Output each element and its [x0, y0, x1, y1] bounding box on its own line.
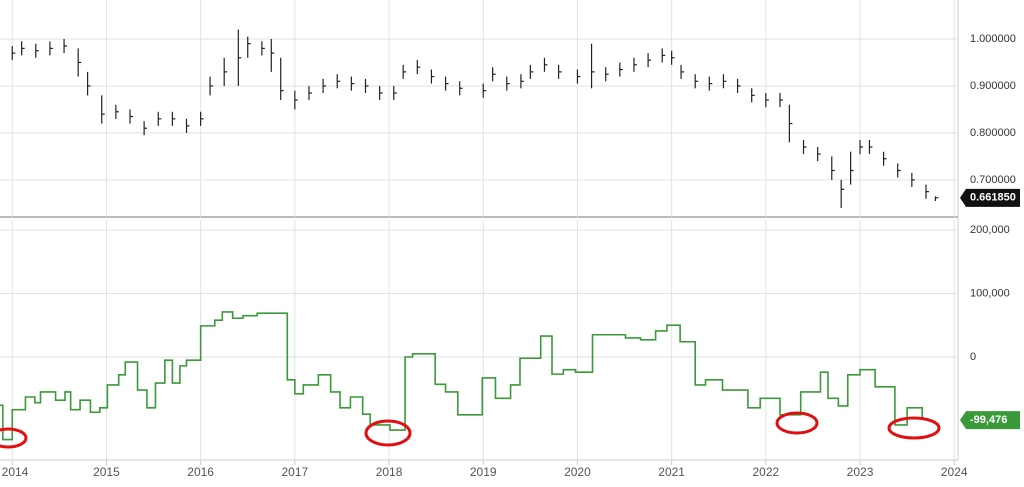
x-tick-label: 2017	[281, 465, 308, 479]
x-tick-label: 2020	[564, 465, 591, 479]
x-tick-label: 2024	[941, 465, 968, 479]
y-tick-label: 0.800000	[970, 127, 1016, 139]
x-tick-label: 2018	[376, 465, 403, 479]
highlight-circle	[0, 427, 28, 449]
highlight-circle	[364, 419, 412, 447]
y-tick-label: 0.700000	[970, 174, 1016, 186]
y-tick-label: 200,000	[970, 224, 1010, 236]
x-tick-label: 2023	[847, 465, 874, 479]
value-label: -99,476	[970, 414, 1007, 426]
annotations	[0, 411, 941, 449]
y-tick-label: 0	[970, 351, 976, 363]
value-badge	[960, 411, 1020, 430]
x-tick-label: 2016	[187, 465, 214, 479]
highlight-circle	[775, 411, 819, 435]
value-badge	[960, 188, 1020, 207]
x-tick-label: 2019	[470, 465, 497, 479]
x-tick-label: 2022	[752, 465, 779, 479]
value-label: 0.661850	[970, 192, 1016, 204]
y-tick-label: 1.000000	[970, 33, 1016, 45]
y-tick-label: 100,000	[970, 287, 1010, 299]
x-tick-label: 2014	[2, 465, 29, 479]
x-tick-label: 2021	[658, 465, 685, 479]
y-tick-label: 0.900000	[970, 80, 1016, 92]
highlight-circle	[887, 416, 941, 440]
x-tick-label: 2015	[93, 465, 120, 479]
